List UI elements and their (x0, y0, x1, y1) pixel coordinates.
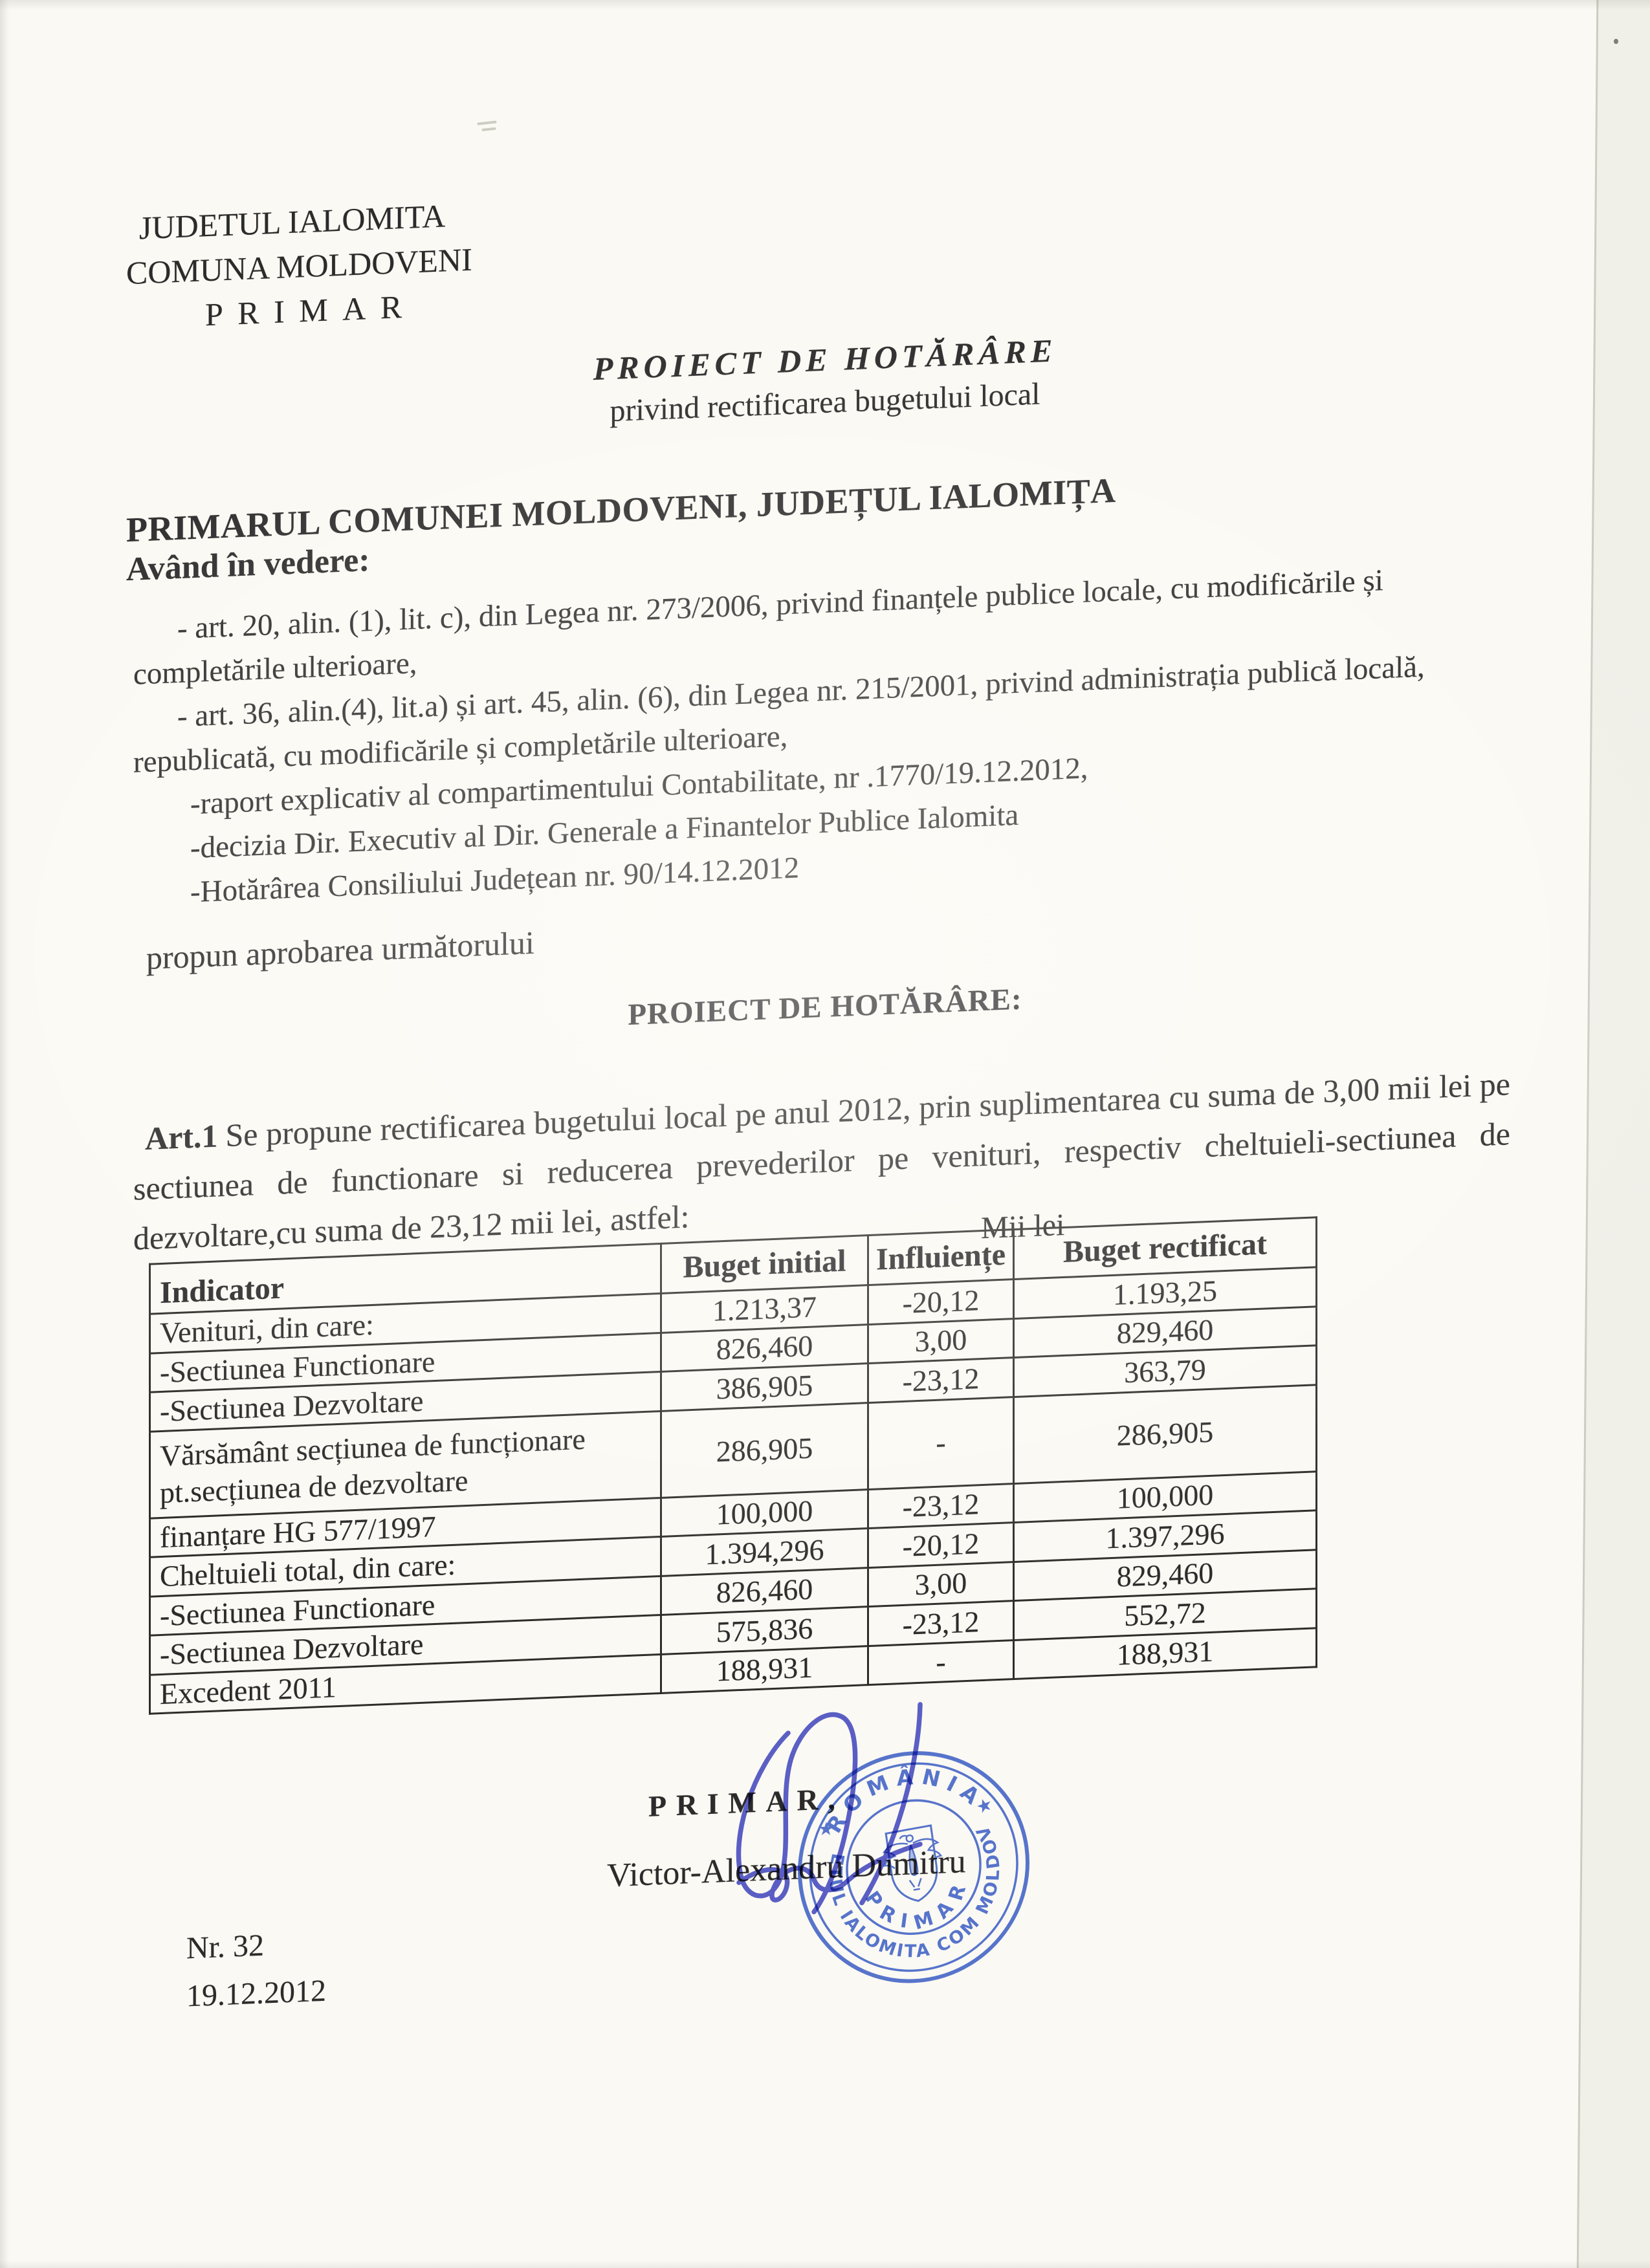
having-regard-label: Având în vedere: (126, 541, 370, 589)
influence-cell: -23,12 (868, 1483, 1014, 1529)
considerations-list: - art. 20, alin. (1), lit. c), din Legea… (133, 563, 1425, 924)
signature-stroke (736, 1712, 858, 1915)
letterhead: JUDETUL IALOMITA COMUNA MOLDOVENI PRIMAR (126, 197, 472, 346)
section-title: PROIECT DE HOTĂRÂRE: (628, 982, 1022, 1032)
eagle-emblem (882, 1834, 943, 1891)
issuer-line: PRIMARUL COMUNEI MOLDOVENI, JUDEȚUL IALO… (126, 470, 1116, 550)
influence-cell: 3,00 (868, 1562, 1014, 1607)
footer-date: 19.12.2012 (186, 1973, 326, 2014)
influence-cell: - (868, 1397, 1014, 1490)
influence-cell: -20,12 (868, 1522, 1014, 1568)
stamp-middle-ring (809, 1762, 1018, 1972)
scan-artifact-speck (1614, 39, 1618, 44)
column-header-influence: Influiențe (868, 1229, 1014, 1285)
column-header-initial: Buget initial (661, 1235, 868, 1294)
influence-cell: -23,12 (868, 1600, 1014, 1646)
proposal-intro: propun aprobarea următorului (146, 924, 534, 976)
footer-number: Nr. 32 (186, 1928, 264, 1966)
footer: Nr. 32 19.12.2012 (186, 1928, 326, 2029)
signature-stroke (736, 1842, 923, 1903)
influence-cell: 3,00 (868, 1318, 1014, 1364)
coat-of-arms-shield (885, 1824, 938, 1903)
coat-of-arms (882, 1824, 943, 1903)
article-label: Art.1 (145, 1117, 218, 1157)
influence-cell: -23,12 (868, 1357, 1014, 1403)
letterhead-county: JUDETUL IALOMITA (139, 197, 446, 246)
signature-ink (736, 1702, 923, 1915)
letterhead-commune: COMUNA MOLDOVENI (126, 241, 472, 292)
official-stamp: ROMÂNIA ★ ★ JUDETUL IALOMITA COM MOLDOVE… (794, 1743, 1029, 1983)
budget-table: Indicator Buget initial Influiențe Buget… (149, 1216, 1317, 1715)
letterhead-office: PRIMAR (205, 288, 417, 333)
signature-stroke (859, 1702, 923, 1906)
influence-cell: -20,12 (868, 1279, 1014, 1325)
initial-cell: 286,905 (661, 1402, 868, 1498)
rectified-cell: 286,905 (1013, 1384, 1317, 1484)
stamp-outer-ring (798, 1751, 1029, 1983)
